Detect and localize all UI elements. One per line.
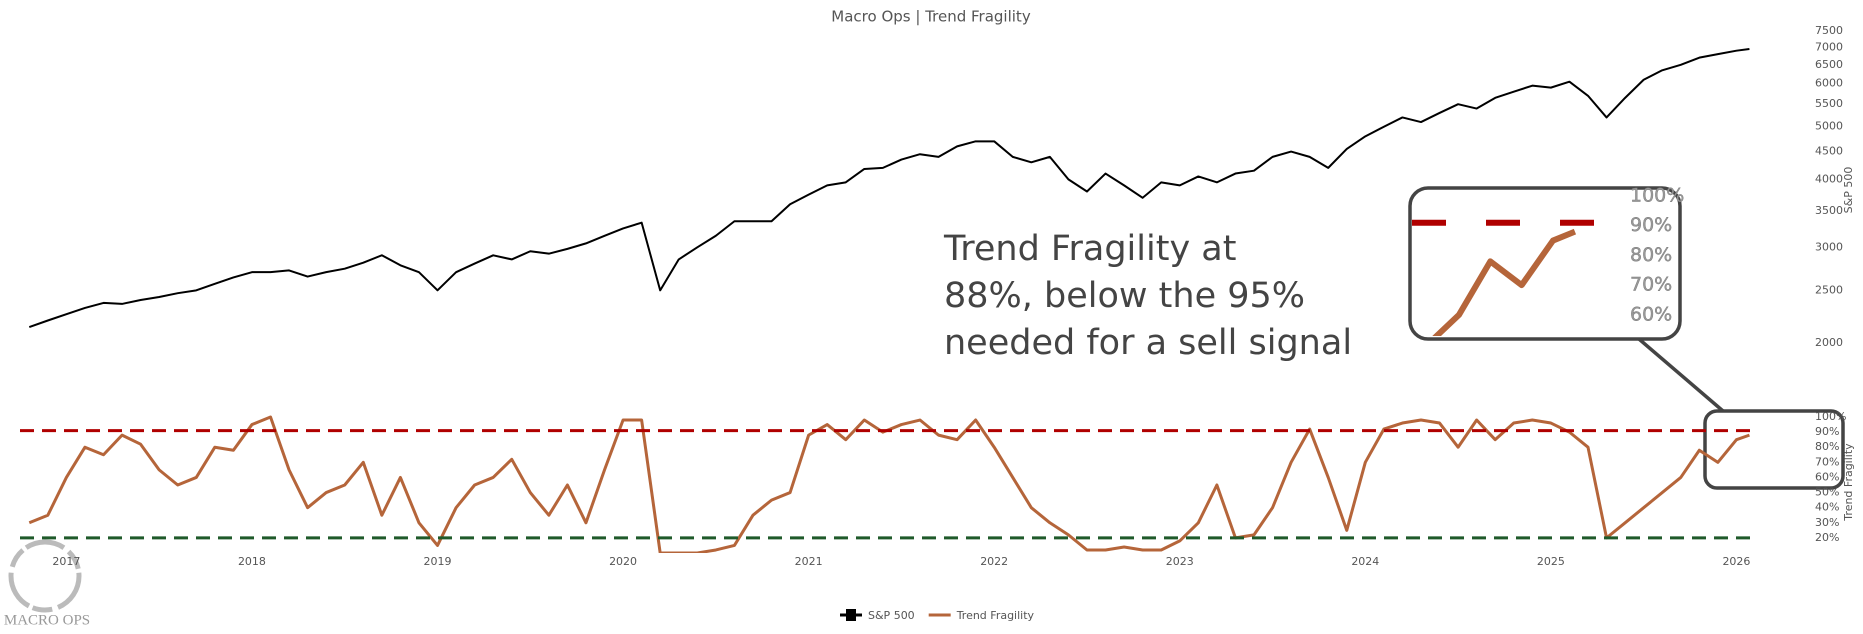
x-tick-label: 2020 [609, 555, 637, 568]
x-tick-label: 2025 [1537, 555, 1565, 568]
y-tick-label: 2500 [1815, 283, 1843, 296]
y-tick-label: 6500 [1815, 58, 1843, 71]
legend-label: Trend Fragility [956, 609, 1035, 622]
inset-tick-label: 100% [1630, 185, 1684, 207]
y-tick-label: 6000 [1815, 77, 1843, 90]
y-tick-label: 7000 [1815, 40, 1843, 53]
inset-tick-label: 60% [1630, 303, 1672, 325]
zoom-connector [1637, 337, 1725, 413]
y2-tick-label: 70% [1815, 455, 1839, 468]
x-tick-label: 2022 [980, 555, 1008, 568]
y-tick-label: 3000 [1815, 240, 1843, 253]
y2-tick-label: 80% [1815, 440, 1839, 453]
x-tick-label: 2024 [1351, 555, 1379, 568]
y-tick-label: 4500 [1815, 145, 1843, 158]
annotation-line: Trend Fragility at [943, 229, 1236, 269]
inset-tick-label: 80% [1630, 244, 1672, 266]
y-tick-label: 4000 [1815, 172, 1843, 185]
annotation-line: 88%, below the 95% [944, 276, 1305, 316]
y2-tick-label: 40% [1815, 501, 1839, 514]
chart-title: Macro Ops | Trend Fragility [831, 8, 1031, 26]
y2-tick-label: 60% [1815, 470, 1839, 483]
inset-series-line [1412, 228, 1577, 336]
y2-tick-label: 100% [1815, 410, 1846, 423]
y2-axis-title: Trend Fragility [1842, 443, 1855, 522]
series-line [28, 415, 1750, 553]
logo-mark [8, 539, 82, 613]
y-tick-label: 5000 [1815, 120, 1843, 133]
annotation-line: needed for a sell signal [944, 323, 1352, 363]
x-tick-label: 2026 [1722, 555, 1750, 568]
series-line [28, 47, 1750, 328]
y-tick-label: 5500 [1815, 97, 1843, 110]
y2-tick-label: 90% [1815, 425, 1839, 438]
zoom-region [1703, 409, 1845, 490]
zoom-inset [1408, 186, 1682, 341]
y-tick-label: 7500 [1815, 24, 1843, 37]
y-tick-label: 3500 [1815, 204, 1843, 217]
y-tick-label: 2000 [1815, 336, 1843, 349]
bottom-plot [28, 415, 1750, 553]
inset-plot [1412, 219, 1600, 336]
x-tick-label: 2017 [52, 555, 80, 568]
x-tick-label: 2019 [424, 555, 452, 568]
legend-label: S&P 500 [868, 609, 915, 622]
y2-tick-label: 30% [1815, 516, 1839, 529]
inset-tick-label: 70% [1630, 274, 1672, 296]
x-tick-label: 2021 [795, 555, 823, 568]
y2-tick-label: 50% [1815, 486, 1839, 499]
x-tick-label: 2023 [1166, 555, 1194, 568]
inset-tick-label: 90% [1630, 214, 1672, 236]
y2-tick-label: 20% [1815, 531, 1839, 544]
logo-text: MACRO OPS [4, 612, 90, 628]
legend-swatch-box [846, 609, 856, 621]
x-tick-label: 2018 [238, 555, 266, 568]
y-axis-title: S&P 500 [1842, 167, 1855, 214]
